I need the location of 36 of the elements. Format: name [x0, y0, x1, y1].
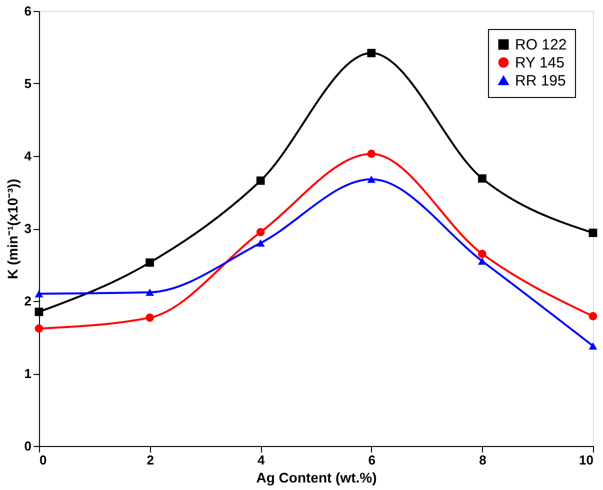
- y-axis-title: K (min⁻¹(x10⁻³)): [4, 178, 20, 280]
- point: [34, 308, 44, 316]
- x-tick-label: 0: [40, 452, 47, 468]
- legend-label: RY 145: [515, 54, 564, 72]
- point: [34, 324, 44, 333]
- point: [367, 48, 376, 58]
- x-tick-label: 8: [479, 452, 486, 468]
- point: [478, 250, 486, 258]
- x-tick-label: 10: [579, 452, 594, 468]
- point: [256, 228, 265, 236]
- point: [478, 258, 486, 265]
- x-axis-title: Ag Content (wt.%): [256, 470, 377, 486]
- x-tick-label: 2: [146, 452, 154, 468]
- y-tick-label: 6: [24, 4, 32, 18]
- point: [367, 176, 376, 183]
- point: [588, 342, 598, 350]
- x-tick-label: 6: [368, 452, 376, 468]
- legend-label: RR 195: [515, 72, 566, 90]
- y-tick-label: 4: [24, 148, 32, 164]
- point: [256, 176, 265, 185]
- y-tick-label: 1: [24, 366, 32, 381]
- point: [146, 258, 154, 267]
- y-tick-label: 3: [24, 221, 32, 236]
- legend-label: RO 122: [515, 36, 567, 54]
- point: [588, 228, 598, 238]
- point: [34, 290, 44, 298]
- point: [146, 314, 154, 322]
- point: [367, 150, 376, 158]
- point: [588, 312, 598, 320]
- x-tick-label: 4: [257, 452, 266, 468]
- y-tick-label: 2: [24, 294, 32, 308]
- y-tick-label: 0: [24, 438, 32, 454]
- y-tick-label: 5: [24, 76, 32, 91]
- point: [146, 288, 154, 296]
- point: [256, 239, 265, 247]
- point: [478, 174, 486, 183]
